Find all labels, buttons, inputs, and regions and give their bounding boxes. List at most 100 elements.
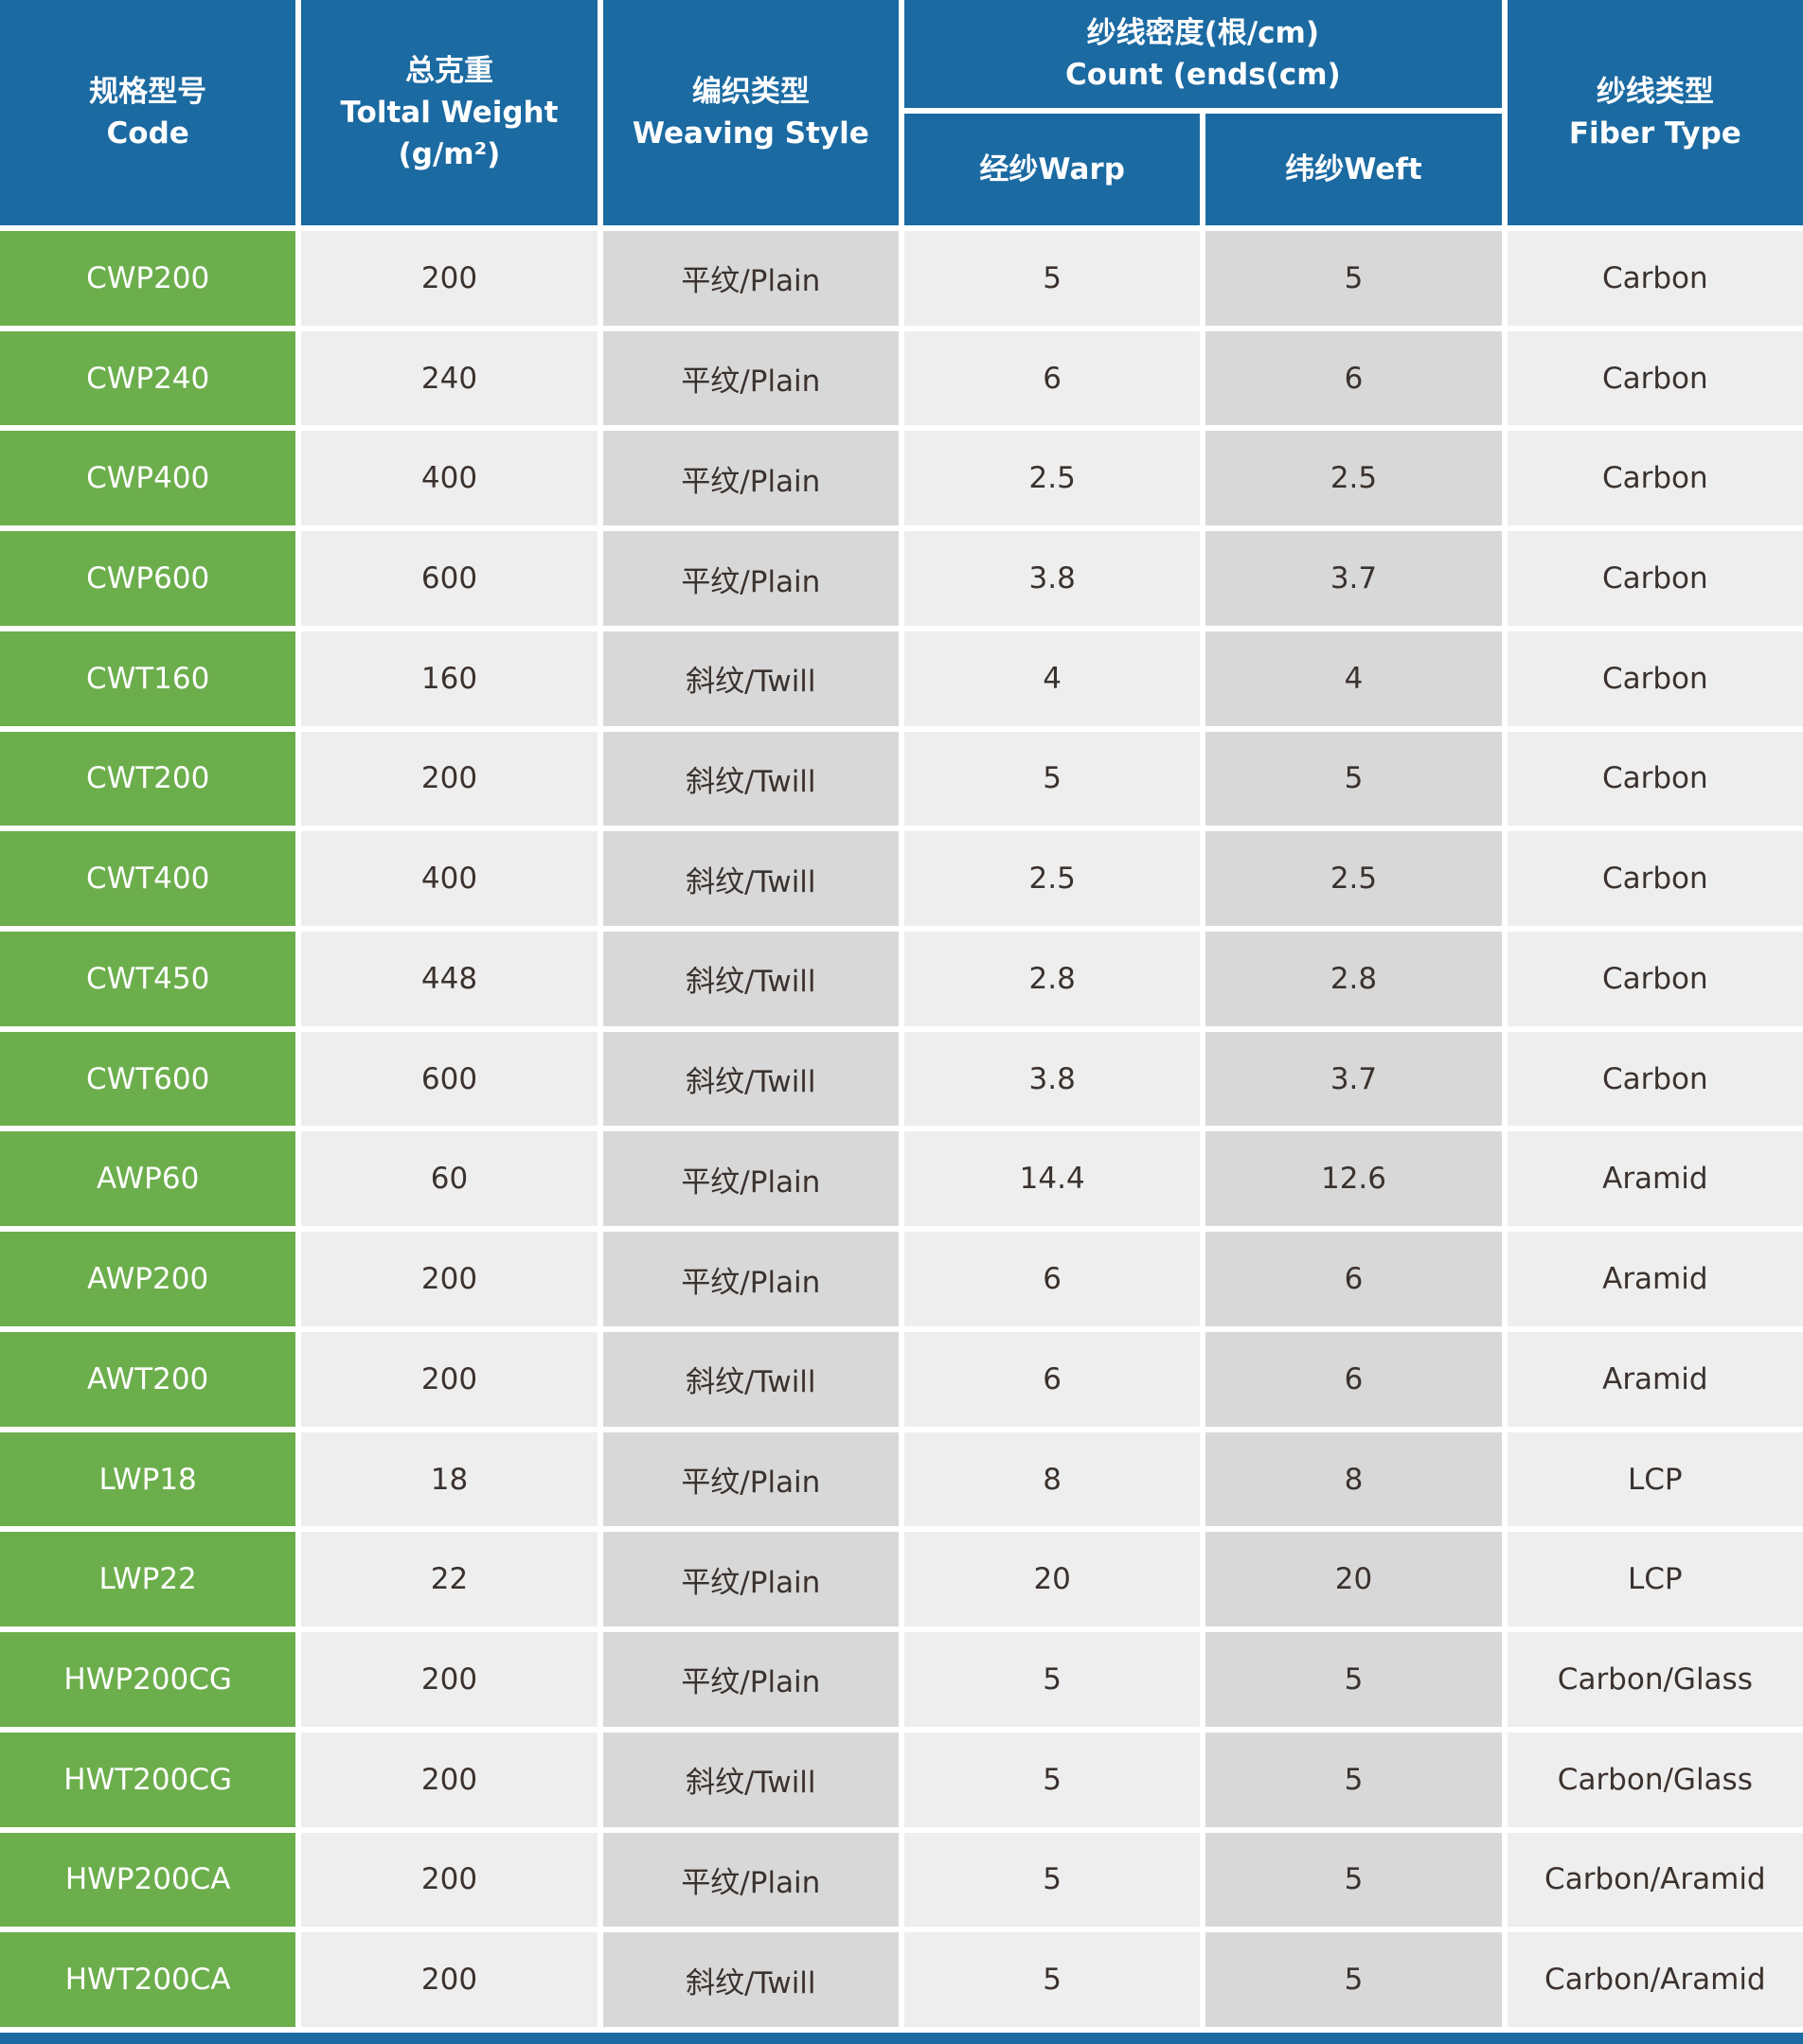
cell-weaving-style: 平纹/Plain: [602, 531, 899, 626]
header-total-weight-en: Toltal Weight: [340, 95, 559, 130]
cell-code: CWT200: [0, 731, 296, 826]
cell-total-weight: 200: [301, 1732, 598, 1827]
cell-fiber-type: Aramid: [1507, 1331, 1803, 1427]
cell-fiber-type: Carbon: [1507, 831, 1803, 927]
cell-total-weight: 200: [301, 1932, 598, 2027]
cell-fiber-type: Aramid: [1507, 1131, 1803, 1227]
cell-total-weight: 240: [301, 330, 598, 426]
cell-total-weight: 200: [301, 1331, 598, 1427]
cell-fiber-type: Aramid: [1507, 1232, 1803, 1326]
bottom-accent-bar: [0, 2033, 1803, 2044]
cell-code: CWT160: [0, 631, 296, 726]
cell-total-weight: 18: [301, 1431, 598, 1527]
cell-warp-count: 20: [904, 1532, 1201, 1627]
cell-total-weight: 600: [301, 1031, 598, 1127]
cell-total-weight: 600: [301, 531, 598, 626]
cell-code: HWP200CG: [0, 1632, 296, 1727]
cell-weft-count: 8: [1205, 1431, 1502, 1527]
cell-weft-count: 2.5: [1205, 831, 1502, 927]
cell-total-weight: 160: [301, 631, 598, 726]
header-total-weight-zh: 总克重: [404, 53, 493, 88]
header-fiber-type-en: Fiber Type: [1568, 116, 1741, 151]
cell-warp-count: 5: [904, 1932, 1201, 2027]
cell-weft-count: 6: [1205, 330, 1502, 426]
cell-total-weight: 200: [301, 1832, 598, 1928]
header-weft: 纬纱Weft: [1205, 114, 1502, 225]
cell-warp-count: 5: [904, 1732, 1201, 1827]
cell-code: CWP600: [0, 531, 296, 626]
header-weaving-style-zh: 编织类型: [691, 74, 810, 109]
cell-warp-count: 4: [904, 631, 1201, 726]
header-count-zh: 纱线密度(根/cm): [1086, 15, 1319, 50]
cell-warp-count: 5: [904, 1632, 1201, 1727]
cell-weaving-style: 平纹/Plain: [602, 330, 899, 426]
cell-total-weight: 400: [301, 431, 598, 526]
cell-weaving-style: 平纹/Plain: [602, 1131, 899, 1227]
cell-code: CWT450: [0, 932, 296, 1026]
cell-warp-count: 3.8: [904, 531, 1201, 626]
cell-total-weight: 200: [301, 231, 598, 326]
cell-weaving-style: 平纹/Plain: [602, 1232, 899, 1326]
cell-fiber-type: Carbon/Aramid: [1507, 1832, 1803, 1928]
cell-weft-count: 3.7: [1205, 531, 1502, 626]
cell-weaving-style: 斜纹/Twill: [602, 631, 899, 726]
cell-warp-count: 8: [904, 1431, 1201, 1527]
cell-fiber-type: Carbon: [1507, 231, 1803, 326]
cell-total-weight: 200: [301, 1232, 598, 1326]
cell-warp-count: 6: [904, 1331, 1201, 1427]
cell-warp-count: 2.5: [904, 831, 1201, 927]
cell-fiber-type: Carbon: [1507, 631, 1803, 726]
cell-fiber-type: Carbon: [1507, 330, 1803, 426]
header-weft-label: 纬纱Weft: [1285, 151, 1422, 187]
cell-weaving-style: 斜纹/Twill: [602, 1732, 899, 1827]
cell-weft-count: 5: [1205, 1732, 1502, 1827]
cell-code: AWP200: [0, 1232, 296, 1326]
cell-weaving-style: 斜纹/Twill: [602, 932, 899, 1026]
cell-warp-count: 3.8: [904, 1031, 1201, 1127]
header-fiber-type-zh: 纱线类型: [1596, 74, 1714, 109]
cell-weaving-style: 平纹/Plain: [602, 431, 899, 526]
cell-weft-count: 4: [1205, 631, 1502, 726]
cell-fiber-type: Carbon/Glass: [1507, 1732, 1803, 1827]
cell-weaving-style: 平纹/Plain: [602, 1532, 899, 1627]
cell-weaving-style: 斜纹/Twill: [602, 1331, 899, 1427]
cell-weaving-style: 斜纹/Twill: [602, 1932, 899, 2027]
cell-weft-count: 12.6: [1205, 1131, 1502, 1227]
cell-weft-count: 5: [1205, 1832, 1502, 1928]
header-weaving-style: 编织类型 Weaving Style: [602, 0, 899, 225]
cell-warp-count: 5: [904, 1832, 1201, 1928]
cell-warp-count: 5: [904, 731, 1201, 826]
header-count-group: 纱线密度(根/cm) Count (ends(cm): [904, 0, 1502, 108]
cell-code: AWP60: [0, 1131, 296, 1227]
cell-warp-count: 5: [904, 231, 1201, 326]
cell-total-weight: 200: [301, 731, 598, 826]
header-weaving-style-en: Weaving Style: [632, 116, 869, 151]
header-total-weight: 总克重 Toltal Weight (g/m²): [301, 0, 598, 225]
cell-weft-count: 2.5: [1205, 431, 1502, 526]
cell-total-weight: 22: [301, 1532, 598, 1627]
cell-weaving-style: 斜纹/Twill: [602, 1031, 899, 1127]
cell-code: HWT200CA: [0, 1932, 296, 2027]
cell-fiber-type: Carbon: [1507, 932, 1803, 1026]
cell-warp-count: 6: [904, 330, 1201, 426]
cell-warp-count: 6: [904, 1232, 1201, 1326]
cell-fiber-type: LCP: [1507, 1532, 1803, 1627]
cell-weft-count: 5: [1205, 1632, 1502, 1727]
cell-weaving-style: 平纹/Plain: [602, 231, 899, 326]
cell-total-weight: 400: [301, 831, 598, 927]
cell-code: HWT200CG: [0, 1732, 296, 1827]
cell-code: CWT400: [0, 831, 296, 927]
cell-fiber-type: Carbon: [1507, 531, 1803, 626]
cell-warp-count: 14.4: [904, 1131, 1201, 1227]
cell-weaving-style: 平纹/Plain: [602, 1632, 899, 1727]
cell-weaving-style: 斜纹/Twill: [602, 731, 899, 826]
cell-fiber-type: Carbon: [1507, 1031, 1803, 1127]
cell-fiber-type: Carbon/Aramid: [1507, 1932, 1803, 2027]
header-count-en: Count (ends(cm): [1064, 58, 1341, 92]
cell-weft-count: 5: [1205, 731, 1502, 826]
cell-code: CWT600: [0, 1031, 296, 1127]
header-fiber-type: 纱线类型 Fiber Type: [1507, 0, 1803, 225]
cell-code: CWP200: [0, 231, 296, 326]
header-warp: 经纱Warp: [904, 114, 1201, 225]
